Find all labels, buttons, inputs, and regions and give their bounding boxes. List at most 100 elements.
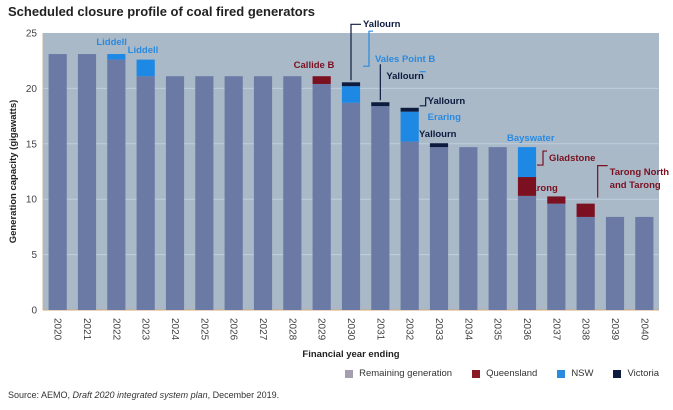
x-tick-label: 2035 — [492, 318, 503, 341]
legend-swatch — [557, 369, 566, 378]
x-tick-label: 2040 — [638, 318, 649, 341]
legend-swatch — [613, 369, 622, 378]
bar-remaining-generation — [576, 216, 595, 310]
x-tick-label: 2036 — [521, 318, 532, 341]
annotation-leader — [350, 23, 361, 81]
bar-remaining-generation — [77, 54, 97, 310]
legend-label: NSW — [571, 368, 594, 379]
bar-remaining-generation — [107, 59, 126, 311]
y-tick-label: 20 — [26, 84, 38, 95]
annotation-label: Vales Point B — [375, 54, 435, 65]
legend: Remaining generation Queensland NSW Victori… — [345, 368, 659, 379]
source-suffix: , December 2019. — [207, 390, 280, 400]
x-tick-label: 2037 — [550, 318, 561, 341]
x-tick-label: 2022 — [110, 318, 121, 341]
x-tick-label: 2039 — [609, 318, 620, 341]
bar-remaining-generation — [136, 76, 155, 310]
y-tick-label: 0 — [31, 306, 37, 317]
legend-label: Remaining generation — [359, 368, 453, 379]
bar-remaining-generation — [400, 141, 419, 310]
x-tick-label: 2020 — [52, 318, 63, 341]
annotation-leader — [537, 150, 547, 166]
bar-remaining-generation — [341, 102, 361, 310]
annotation-label: Eraring — [428, 112, 461, 123]
x-tick-label: 2038 — [580, 318, 591, 341]
source-note: Source: AEMO, Draft 2020 integrated syst… — [8, 390, 279, 400]
x-tick-label: 2028 — [286, 318, 297, 341]
x-axis-title: Financial year ending — [302, 349, 399, 360]
bar-remaining-generation — [429, 147, 449, 310]
annotation-label: Yallourn — [428, 96, 466, 107]
x-tick-label: 2021 — [81, 318, 92, 341]
annotation-label: and Tarong — [610, 180, 661, 191]
legend-item: Queensland — [472, 368, 537, 379]
bar-nsw — [107, 54, 126, 60]
annotation-label: Gladstone — [549, 153, 595, 164]
y-tick-label: 25 — [26, 29, 38, 40]
x-tick-label: 2026 — [228, 318, 239, 341]
bar-remaining-generation — [48, 54, 67, 310]
bar-queensland — [312, 76, 331, 84]
y-tick-label: 10 — [26, 195, 38, 206]
bar-queensland — [517, 177, 537, 196]
bar-remaining-generation — [195, 76, 214, 310]
x-tick-label: 2032 — [404, 318, 415, 341]
bar-victoria — [400, 107, 419, 112]
bar-nsw — [400, 111, 419, 142]
x-tick-label: 2033 — [433, 318, 444, 341]
legend-label: Queensland — [486, 368, 538, 379]
source-title: Draft 2020 integrated system plan — [72, 390, 208, 400]
x-tick-label: 2027 — [257, 318, 268, 341]
bar-remaining-generation — [371, 106, 390, 311]
bar-remaining-generation — [547, 203, 566, 310]
annotation-leader — [419, 97, 430, 107]
annotation-label: Yallourn — [363, 19, 401, 30]
source-prefix: Source: AEMO, — [8, 390, 73, 400]
annotation-label: Tarong — [526, 183, 558, 194]
annotation-label: Tarong North — [610, 167, 670, 178]
legend-item: NSW — [557, 368, 593, 379]
legend-swatch — [472, 369, 481, 378]
y-tick-label: 5 — [31, 250, 37, 261]
bar-nsw — [136, 59, 155, 77]
annotation-label: Liddell — [96, 37, 127, 48]
bar-victoria — [429, 143, 449, 148]
y-tick-label: 15 — [26, 139, 38, 150]
annotation-label: Yallourn — [386, 71, 424, 82]
bar-remaining-generation — [605, 216, 625, 310]
annotation-label: Liddell — [128, 45, 159, 56]
bar-remaining-generation — [224, 76, 243, 310]
bar-remaining-generation — [488, 147, 507, 310]
bar-remaining-generation — [312, 83, 331, 310]
annotation-label: Yallourn — [419, 129, 457, 140]
x-tick-label: 2024 — [169, 318, 180, 341]
y-axis-title: Generation capacity (gigawatts) — [8, 100, 19, 244]
bar-queensland — [547, 196, 566, 204]
annotation-label: Callide B — [294, 60, 335, 71]
legend-item: Remaining generation — [345, 368, 452, 379]
bar-remaining-generation — [283, 76, 302, 310]
bar-remaining-generation — [517, 195, 537, 310]
annotation-label: Bayswater — [507, 133, 555, 144]
x-tick-label: 2034 — [462, 318, 473, 341]
legend-label: Victoria — [627, 368, 659, 379]
bar-remaining-generation — [459, 147, 478, 310]
annotation-leader — [363, 30, 373, 67]
bar-remaining-generation — [635, 216, 654, 310]
legend-swatch — [345, 369, 354, 378]
x-tick-label: 2029 — [316, 318, 327, 341]
bar-nsw — [341, 86, 361, 103]
chart-title: Scheduled closure profile of coal fired … — [8, 4, 316, 19]
bar-victoria — [371, 102, 390, 107]
bar-queensland — [576, 203, 595, 217]
bar-remaining-generation — [165, 76, 185, 310]
x-tick-label: 2030 — [345, 318, 356, 341]
legend-item: Victoria — [613, 368, 659, 379]
bar-victoria — [341, 82, 361, 87]
x-tick-label: 2031 — [374, 318, 385, 341]
x-tick-label: 2025 — [198, 318, 209, 341]
annotation-leader — [597, 165, 608, 198]
bar-remaining-generation — [253, 76, 273, 310]
x-tick-label: 2023 — [140, 318, 151, 341]
